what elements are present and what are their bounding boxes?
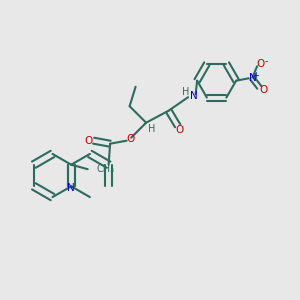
Text: +: +	[252, 71, 259, 80]
Text: H: H	[148, 124, 156, 134]
Text: O: O	[259, 85, 268, 95]
Text: N: N	[190, 91, 197, 101]
Text: H: H	[182, 87, 189, 97]
Text: CH₃: CH₃	[96, 164, 114, 174]
Text: O: O	[175, 125, 183, 135]
Text: N: N	[67, 183, 75, 193]
Text: O: O	[84, 136, 92, 146]
Text: O: O	[256, 59, 265, 69]
Text: O: O	[126, 134, 134, 144]
Text: N: N	[249, 73, 256, 83]
Text: -: -	[265, 56, 268, 66]
